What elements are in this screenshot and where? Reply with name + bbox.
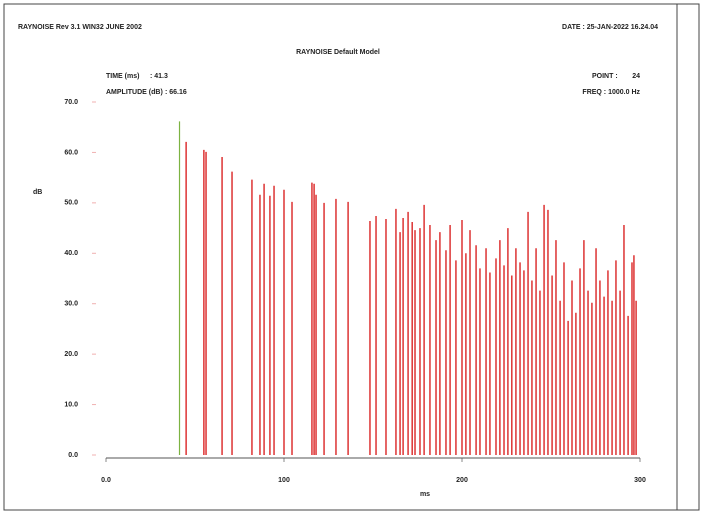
time-value: : 41.3 <box>150 73 168 80</box>
program-info: RAYNOISE Rev 3.1 WIN32 JUNE 2002 <box>18 24 142 31</box>
frequency: FREQ : 1000.0 Hz <box>582 89 640 96</box>
y-tick-label: 10.0 <box>64 401 78 408</box>
x-axis-label: ms <box>420 491 430 498</box>
y-tick-label: 50.0 <box>64 200 78 207</box>
date: DATE : 25-JAN-2022 16.24.04 <box>562 24 658 31</box>
x-tick-label: 200 <box>456 477 468 484</box>
y-tick-label: 40.0 <box>64 250 78 257</box>
amplitude-label: AMPLITUDE (dB) <box>106 89 163 96</box>
amplitude-value: : 66.16 <box>165 89 187 96</box>
point-label: POINT : <box>592 73 618 80</box>
y-tick-label: 60.0 <box>64 149 78 156</box>
page-frame <box>3 3 700 511</box>
y-tick-label: 30.0 <box>64 301 78 308</box>
y-axis-label: dB <box>33 189 42 196</box>
y-tick-label: 70.0 <box>64 99 78 106</box>
x-tick-label: 0.0 <box>101 477 111 484</box>
x-tick-label: 300 <box>634 477 646 484</box>
model-title: RAYNOISE Default Model <box>296 49 380 56</box>
x-tick-label: 100 <box>278 477 290 484</box>
time-label: TIME (ms) <box>106 73 139 80</box>
y-tick-label: 20.0 <box>64 351 78 358</box>
point-value: 24 <box>632 73 640 80</box>
y-tick-label: 0.0 <box>68 452 78 459</box>
